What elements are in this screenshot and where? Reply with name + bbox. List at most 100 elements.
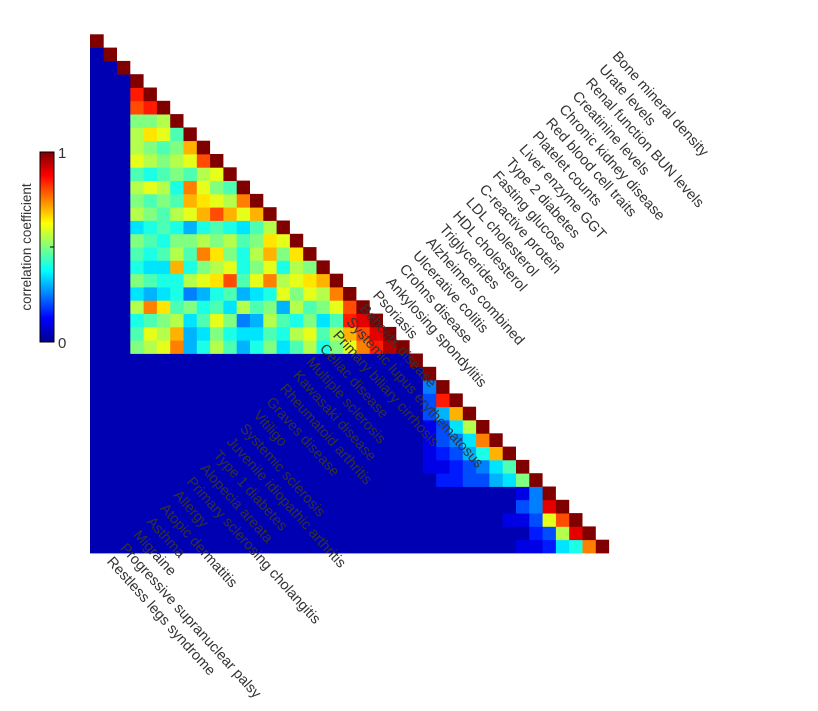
heatmap-cell [302,287,317,301]
heatmap-cell [183,193,197,208]
heatmap-cell [196,220,211,235]
heatmap-cell [183,433,197,447]
heatmap-cell [209,380,224,394]
heatmap-cell [249,459,264,474]
heatmap-cell [249,526,264,541]
heatmap-cell [395,513,410,527]
heatmap-cell [342,459,357,474]
heatmap-cell [542,539,556,554]
heatmap-cell [356,406,370,421]
heatmap-cell [183,260,197,275]
heatmap-cell [156,326,171,341]
heatmap-cell [409,486,423,501]
heatmap-cell [262,287,277,301]
heatmap-cell [143,100,157,115]
heatmap-cell [382,340,397,354]
heatmap-cell [103,353,117,368]
heatmap-cell [183,167,197,181]
heatmap-cell [183,154,197,168]
heatmap-cell [369,380,383,394]
heatmap-cell [103,393,117,408]
heatmap-cell [262,353,277,368]
heatmap-cell [289,260,304,275]
heatmap-cell [90,180,104,195]
heatmap-cell [302,326,317,341]
heatmap-cell [449,539,463,554]
heatmap-cell [183,247,197,261]
heatmap-cell [236,247,250,261]
heatmap-cell [262,406,277,421]
heatmap-cell [196,180,211,195]
heatmap-cell [528,513,543,527]
heatmap-cell [223,167,237,181]
heatmap-cell [409,380,423,394]
heatmap-cell [289,287,304,301]
heatmap-cell [183,127,197,142]
heatmap-cell [449,459,463,474]
heatmap-cell [196,193,211,208]
heatmap-cell [209,180,224,195]
heatmap-cell [515,473,530,487]
heatmap-cell [116,247,131,261]
heatmap-cell [116,127,131,142]
heatmap-cell [236,526,250,541]
heatmap-cell [169,180,184,195]
heatmap-cell [90,366,104,381]
heatmap-cell [302,366,317,381]
heatmap-cell [156,366,171,381]
heatmap-cell [156,473,171,487]
heatmap-cell [169,114,184,128]
heatmap-cell [302,406,317,421]
heatmap-cell [276,366,290,381]
heatmap-cell [528,526,543,541]
heatmap-cell [90,154,104,168]
heatmap-cell [289,380,304,394]
heatmap-cell [209,313,224,328]
heatmap-cell [209,473,224,487]
heatmap-cell [183,140,197,155]
heatmap-cell [129,207,144,221]
heatmap-cell [289,353,304,368]
heatmap-cell [103,539,117,554]
heatmap-cell [329,393,344,408]
heatmap-cell [249,499,264,514]
heatmap-cell [316,406,330,421]
heatmap-cell [169,220,184,235]
heatmap-cell [289,233,304,248]
heatmap-cell [302,486,317,501]
heatmap-cell [143,207,157,221]
heatmap-cell [262,366,277,381]
heatmap-cell [90,87,104,102]
heatmap-cell [129,486,144,501]
heatmap-cell [302,393,317,408]
heatmap-cell [489,499,503,514]
heatmap-cell [143,366,157,381]
heatmap-cell [90,140,104,155]
heatmap-cell [369,393,383,408]
heatmap-cell [502,459,516,474]
heatmap-cell [316,539,330,554]
heatmap-cell [369,366,383,381]
heatmap-cell [329,526,344,541]
heatmap-cell [196,513,211,527]
heatmap-cell [262,393,277,408]
heatmap-cell [449,433,463,447]
heatmap-cell [329,273,344,288]
heatmap-cell [236,380,250,394]
heatmap-cell [223,459,237,474]
heatmap-cell [489,446,503,461]
heatmap-cell [356,433,370,447]
heatmap-cell [103,60,117,75]
heatmap-cell [143,499,157,514]
heatmap-cell [223,326,237,341]
heatmap-cell [103,154,117,168]
heatmap-cell [489,539,503,554]
heatmap-cell [90,473,104,487]
heatmap-cell [395,420,410,434]
heatmap-cell [143,273,157,288]
heatmap-cell [316,433,330,447]
heatmap-cell [289,526,304,541]
heatmap-cell [236,180,250,195]
heatmap-cell [156,353,171,368]
heatmap-cell [289,513,304,527]
